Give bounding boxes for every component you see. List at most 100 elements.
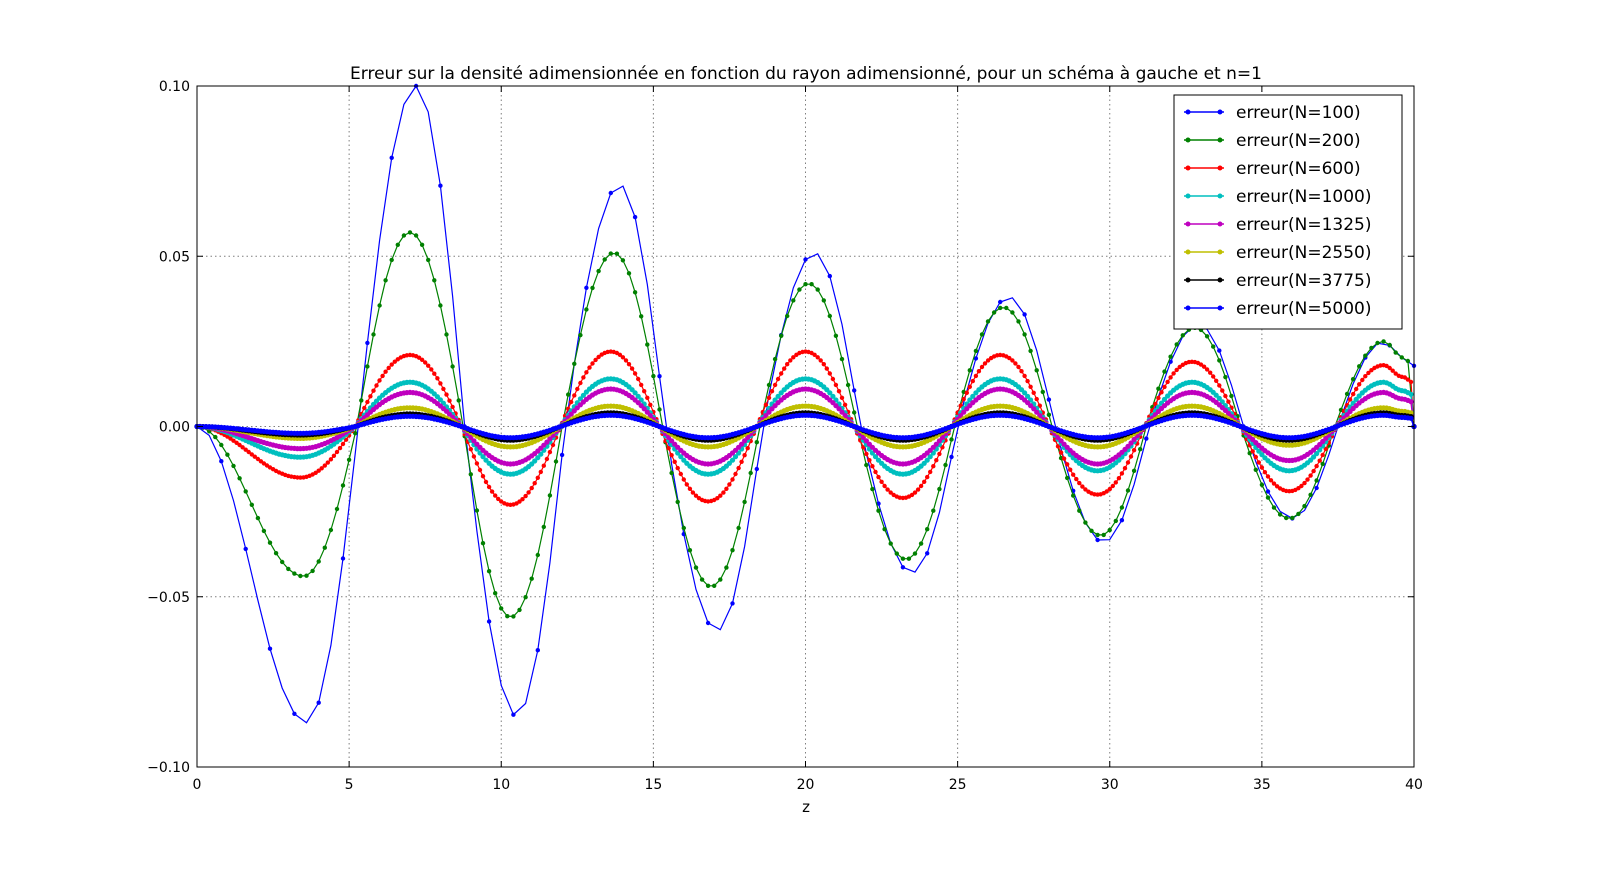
series-point xyxy=(298,573,303,579)
series-point xyxy=(1162,369,1167,374)
series-point xyxy=(782,366,787,371)
series-point xyxy=(632,390,638,396)
series-point xyxy=(729,457,736,463)
series-point xyxy=(1405,358,1411,364)
series-point xyxy=(474,508,480,513)
y-tick-label: 0.00 xyxy=(159,420,190,436)
series-point xyxy=(1211,374,1216,379)
series-point xyxy=(572,361,577,366)
series-point xyxy=(1375,340,1380,346)
series-point xyxy=(219,442,224,448)
series-point xyxy=(243,489,248,494)
series-point xyxy=(1025,393,1031,399)
series-point xyxy=(1284,515,1289,521)
series-point xyxy=(669,438,675,444)
series-point xyxy=(1168,375,1173,380)
series-point xyxy=(219,459,224,464)
legend-marker xyxy=(1217,305,1223,311)
series-point xyxy=(1314,478,1319,483)
series-point xyxy=(961,409,967,415)
series-point xyxy=(496,496,501,502)
series-point xyxy=(1034,368,1039,373)
series-point xyxy=(255,456,261,462)
series-point xyxy=(852,410,857,415)
series-point xyxy=(1025,378,1030,384)
series-point xyxy=(791,355,796,360)
series-point xyxy=(730,477,735,482)
series-point xyxy=(918,483,924,489)
series-point xyxy=(249,452,254,457)
series-point xyxy=(520,497,525,502)
series-point xyxy=(407,230,413,235)
y-tick-label: 0.10 xyxy=(159,79,190,95)
series-point xyxy=(1308,492,1313,497)
series-point xyxy=(432,278,437,283)
series-point xyxy=(383,278,388,283)
series-point xyxy=(383,369,388,374)
series-point xyxy=(316,468,321,473)
series-point xyxy=(325,460,330,465)
series-point xyxy=(1165,379,1170,385)
series-point xyxy=(1156,386,1161,391)
series-point xyxy=(1363,353,1368,358)
series-point xyxy=(925,527,930,532)
legend-marker xyxy=(1185,305,1191,311)
series-point xyxy=(739,441,745,447)
series-point xyxy=(1393,371,1398,376)
x-tick-label: 40 xyxy=(1405,777,1423,793)
series-point xyxy=(1381,339,1386,344)
series-point xyxy=(517,499,522,504)
series-point xyxy=(1296,511,1301,517)
series-point xyxy=(267,540,273,545)
series-point xyxy=(779,371,784,376)
series-point xyxy=(1290,515,1295,521)
series-point xyxy=(1016,364,1021,370)
series-point xyxy=(380,373,385,379)
series-point xyxy=(401,233,407,238)
series-point xyxy=(1131,468,1137,473)
legend-marker xyxy=(1185,221,1191,227)
series-point xyxy=(852,388,857,393)
series-point xyxy=(483,479,489,485)
series-point xyxy=(1031,406,1037,412)
legend-entry: erreur(N=1325) xyxy=(1236,215,1371,235)
series-point xyxy=(1384,363,1389,369)
series-point xyxy=(715,496,720,501)
series-point xyxy=(1317,458,1322,463)
series-point xyxy=(252,454,257,459)
series-point xyxy=(225,452,230,457)
series-point xyxy=(1217,348,1222,353)
series-point xyxy=(1022,332,1027,337)
series-point xyxy=(365,340,370,346)
series-point xyxy=(334,506,340,512)
series-point xyxy=(1323,446,1329,452)
series-point xyxy=(261,461,267,466)
series-point xyxy=(824,366,829,371)
series-point xyxy=(1354,386,1359,392)
series-point xyxy=(499,606,504,611)
series-point xyxy=(523,595,528,600)
series-point xyxy=(517,607,522,613)
series-point xyxy=(304,573,309,578)
series-point xyxy=(1168,354,1173,359)
series-point xyxy=(830,393,836,399)
series-point xyxy=(523,493,528,499)
series-point xyxy=(797,287,802,292)
series-point xyxy=(900,556,906,561)
series-point xyxy=(1223,374,1228,380)
series-point xyxy=(687,486,693,491)
series-point xyxy=(1323,435,1329,441)
series-point xyxy=(477,467,483,473)
series-point xyxy=(365,399,370,405)
series-point xyxy=(1058,438,1064,444)
series-point xyxy=(1131,448,1137,453)
series-point xyxy=(998,299,1003,305)
series-point xyxy=(572,393,577,398)
series-point xyxy=(1122,466,1128,471)
series-point xyxy=(766,382,772,388)
series-point xyxy=(918,541,924,546)
series-point xyxy=(864,462,869,468)
legend-entry: erreur(N=5000) xyxy=(1236,299,1371,319)
series-point xyxy=(608,251,613,256)
series-point xyxy=(581,375,586,380)
